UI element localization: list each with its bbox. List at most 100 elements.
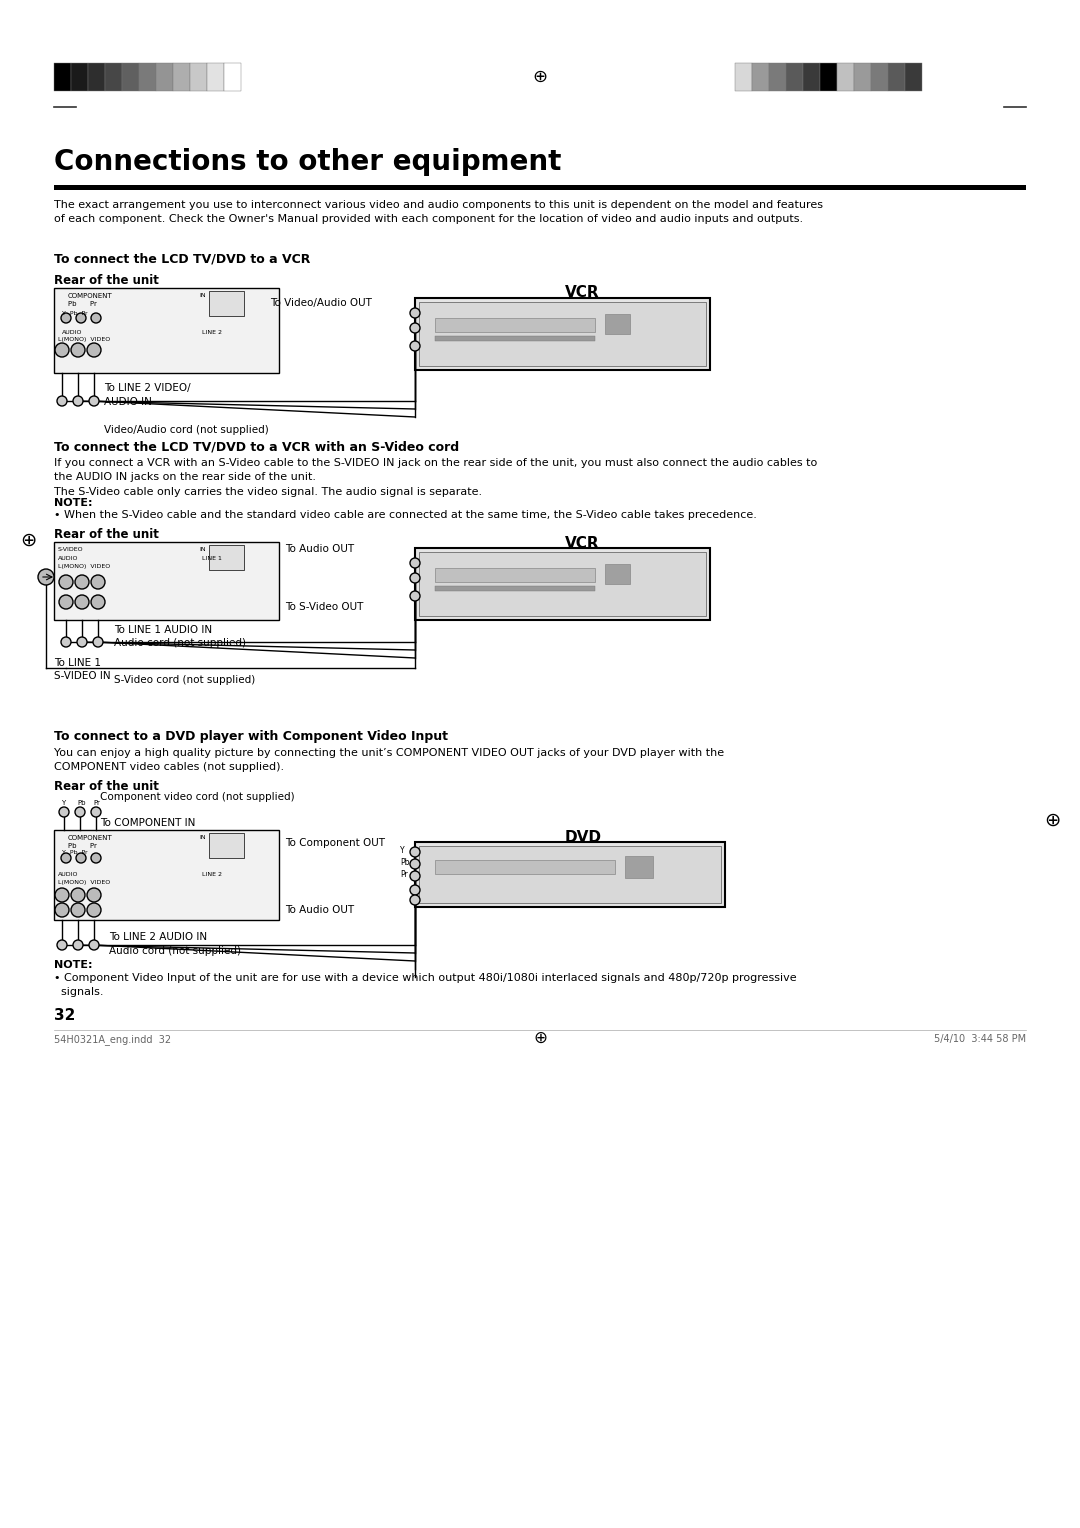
Text: DVD: DVD (565, 830, 602, 845)
Circle shape (410, 847, 420, 857)
Bar (210, 833, 244, 859)
Bar (435, 318, 595, 332)
Bar (54, 185, 1026, 189)
Circle shape (55, 342, 69, 358)
Text: Rear of the unit: Rear of the unit (54, 529, 159, 541)
Circle shape (59, 807, 69, 817)
Bar (87, 63, 105, 92)
Bar (752, 63, 769, 92)
Bar (435, 587, 595, 591)
Text: Y  Pb  Pr: Y Pb Pr (62, 312, 87, 316)
Text: To LINE 2 VIDEO/
AUDIO IN: To LINE 2 VIDEO/ AUDIO IN (104, 384, 191, 406)
Circle shape (89, 940, 99, 950)
Circle shape (55, 903, 69, 917)
Text: To Component OUT: To Component OUT (285, 837, 384, 848)
Bar (820, 63, 837, 92)
Text: Rear of the unit: Rear of the unit (54, 274, 159, 287)
Bar (122, 63, 139, 92)
Bar (735, 63, 752, 92)
Bar (435, 568, 595, 582)
Text: AUDIO: AUDIO (58, 556, 79, 561)
Bar (415, 549, 710, 620)
Bar (804, 63, 820, 92)
Bar (419, 552, 706, 616)
Text: Video/Audio cord (not supplied): Video/Audio cord (not supplied) (104, 425, 269, 435)
Text: To LINE 1 AUDIO IN: To LINE 1 AUDIO IN (114, 625, 212, 636)
Circle shape (75, 594, 89, 610)
Circle shape (410, 859, 420, 869)
Circle shape (57, 940, 67, 950)
Text: Pb      Pr: Pb Pr (68, 301, 97, 307)
Bar (54, 830, 279, 920)
Text: Component video cord (not supplied): Component video cord (not supplied) (100, 792, 295, 802)
Text: To LINE 1
S-VIDEO IN: To LINE 1 S-VIDEO IN (54, 659, 110, 681)
Bar (888, 63, 905, 92)
Text: To Audio OUT: To Audio OUT (285, 905, 354, 915)
Bar (156, 63, 173, 92)
Text: VCR: VCR (565, 536, 599, 552)
Text: Rear of the unit: Rear of the unit (54, 779, 159, 793)
Bar (54, 542, 279, 620)
Text: To Audio OUT: To Audio OUT (285, 544, 354, 555)
Circle shape (410, 309, 420, 318)
Circle shape (410, 341, 420, 351)
Circle shape (77, 637, 87, 646)
Bar (854, 63, 870, 92)
Text: To connect the LCD TV/DVD to a VCR with an S-Video cord: To connect the LCD TV/DVD to a VCR with … (54, 440, 459, 452)
Circle shape (76, 853, 86, 863)
Circle shape (60, 313, 71, 322)
Text: LINE 2: LINE 2 (202, 872, 222, 877)
Text: Pb: Pb (400, 859, 409, 866)
Text: 32: 32 (54, 1008, 76, 1024)
Text: Connections to other equipment: Connections to other equipment (54, 148, 562, 176)
Bar (105, 63, 122, 92)
Bar (870, 63, 888, 92)
Circle shape (71, 903, 85, 917)
Text: • Component Video Input of the unit are for use with a device which output 480i/: • Component Video Input of the unit are … (54, 973, 797, 998)
Text: LINE 2: LINE 2 (202, 330, 222, 335)
Text: COMPONENT: COMPONENT (68, 293, 112, 299)
Bar (210, 290, 244, 316)
Text: If you connect a VCR with an S-Video cable to the S-VIDEO IN jack on the rear si: If you connect a VCR with an S-Video cab… (54, 458, 818, 497)
Circle shape (60, 637, 71, 646)
Circle shape (410, 885, 420, 895)
Text: L(MONO)  VIDEO: L(MONO) VIDEO (58, 338, 110, 342)
Text: To S-Video OUT: To S-Video OUT (285, 602, 363, 613)
Text: 54H0321A_eng.indd  32: 54H0321A_eng.indd 32 (54, 1034, 171, 1045)
Text: To Video/Audio OUT: To Video/Audio OUT (270, 298, 372, 309)
Circle shape (60, 853, 71, 863)
Bar (139, 63, 156, 92)
Circle shape (87, 903, 102, 917)
Text: Y  Pb  Pr: Y Pb Pr (62, 850, 87, 856)
Circle shape (57, 396, 67, 406)
Text: LINE 1: LINE 1 (202, 556, 221, 561)
Text: VCR: VCR (565, 286, 599, 299)
Bar (54, 63, 71, 92)
Circle shape (91, 853, 102, 863)
Bar (625, 856, 653, 879)
Circle shape (59, 594, 73, 610)
Text: S-Video cord (not supplied): S-Video cord (not supplied) (114, 675, 255, 685)
Bar (435, 336, 595, 341)
Text: You can enjoy a high quality picture by connecting the unit’s COMPONENT VIDEO OU: You can enjoy a high quality picture by … (54, 749, 724, 772)
Text: IN: IN (199, 293, 205, 298)
Circle shape (410, 573, 420, 584)
Circle shape (75, 807, 85, 817)
Text: Y: Y (60, 801, 65, 805)
Circle shape (91, 594, 105, 610)
Text: To COMPONENT IN: To COMPONENT IN (100, 817, 195, 828)
Text: NOTE:: NOTE: (54, 960, 93, 970)
Text: Pr: Pr (400, 869, 408, 879)
Text: ⊕: ⊕ (532, 69, 548, 86)
Circle shape (410, 322, 420, 333)
Bar (605, 313, 630, 335)
Bar (605, 564, 630, 584)
Text: S-VIDEO: S-VIDEO (58, 547, 83, 552)
Circle shape (59, 575, 73, 588)
Text: Audio cord (not supplied): Audio cord (not supplied) (109, 946, 241, 957)
Text: COMPONENT: COMPONENT (68, 834, 112, 840)
Circle shape (93, 637, 103, 646)
Text: AUDIO: AUDIO (58, 872, 79, 877)
Text: L(MONO)  VIDEO: L(MONO) VIDEO (58, 880, 110, 885)
Bar (786, 63, 804, 92)
